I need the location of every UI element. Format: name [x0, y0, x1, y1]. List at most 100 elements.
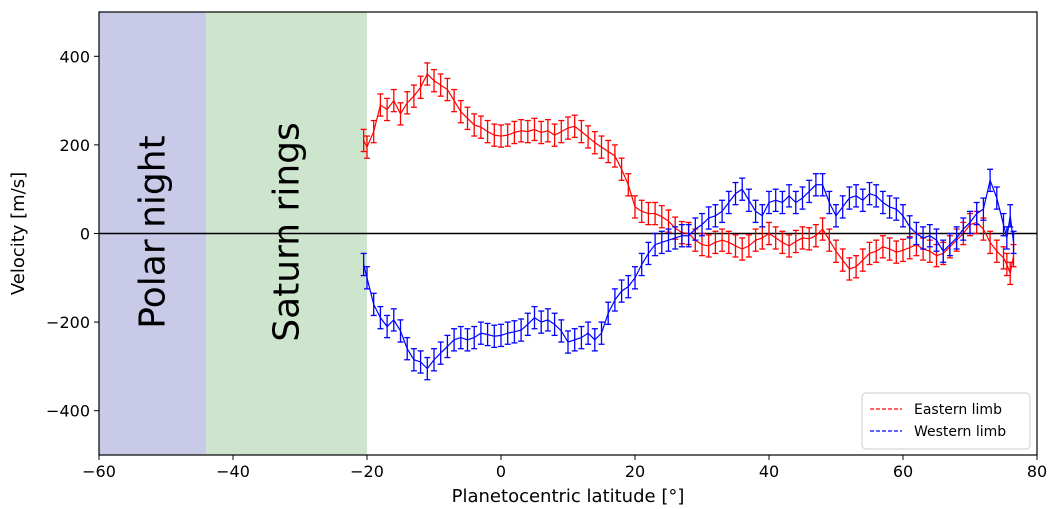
error-bar-1-0 [360, 252, 367, 277]
error-bar-0-5 [390, 88, 397, 113]
error-bar-1-65 [792, 190, 799, 215]
error-bar-0-44 [652, 201, 659, 226]
error-bar-0-13 [444, 77, 451, 102]
error-bar-1-16 [464, 328, 471, 352]
error-bar-0-26 [531, 117, 538, 142]
error-bar-1-14 [451, 328, 458, 352]
error-bar-0-22 [504, 123, 511, 147]
error-bar-1-50 [692, 217, 699, 241]
error-bar-0-31 [565, 116, 571, 140]
error-bar-1-57 [739, 177, 746, 201]
region-label-1: Saturn rings [267, 122, 308, 342]
x-axis-label: Planetocentric latitude [°] [452, 486, 685, 507]
error-bar-0-27 [538, 120, 545, 145]
error-bar-1-38 [611, 288, 618, 312]
error-bar-0-79 [886, 237, 893, 261]
error-bar-1-27 [538, 310, 545, 334]
error-bar-0-12 [437, 73, 444, 97]
error-bar-0-24 [518, 118, 525, 143]
error-bar-0-33 [578, 119, 585, 144]
error-bar-1-51 [699, 212, 705, 237]
error-bar-1-42 [638, 252, 645, 277]
legend: Eastern limb Western limb [861, 392, 1031, 450]
error-bar-0-38 [611, 144, 618, 168]
error-bar-1-98 [1007, 204, 1014, 228]
error-bar-0-39 [618, 157, 625, 181]
error-bar-1-92 [973, 201, 980, 226]
error-bar-0-9 [417, 75, 424, 100]
error-bar-1-41 [632, 266, 638, 290]
error-bar-0-32 [571, 114, 578, 139]
x-axis: −60 −40 −20 0 20 40 60 80 [82, 455, 1047, 481]
error-bar-0-3 [377, 93, 384, 117]
x-tick-label-4: 20 [625, 462, 645, 481]
error-bar-1-22 [504, 321, 511, 345]
error-bar-0-30 [558, 119, 565, 144]
error-bar-1-56 [732, 181, 739, 206]
legend-label-0: Eastern limb [914, 402, 1002, 418]
error-bar-1-64 [786, 184, 793, 208]
error-bar-0-35 [591, 130, 598, 155]
error-bar-1-80 [893, 197, 900, 221]
error-bar-1-3 [377, 305, 384, 330]
error-bar-1-49 [685, 223, 692, 248]
x-tick-label-3: 0 [496, 462, 506, 481]
error-bar-1-69 [819, 173, 826, 197]
error-bar-1-25 [524, 312, 531, 337]
error-bar-0-36 [598, 135, 605, 159]
error-bar-1-82 [906, 215, 913, 239]
error-bar-1-73 [846, 186, 853, 210]
error-bar-0-96 [1000, 246, 1007, 270]
y-axis: −400 −200 0 200 400 [46, 47, 99, 421]
error-bar-0-53 [712, 230, 719, 255]
y-tick-label-2: 0 [80, 225, 90, 244]
y-tick-label-1: −200 [46, 313, 90, 332]
error-bar-1-21 [498, 323, 504, 348]
error-bar-1-58 [745, 188, 752, 213]
error-bar-0-59 [752, 228, 759, 252]
error-bar-1-18 [477, 321, 484, 345]
error-bar-1-9 [417, 350, 424, 374]
error-bar-0-97 [1003, 252, 1010, 277]
series-line-0 [363, 73, 1015, 276]
error-bar-0-62 [772, 226, 779, 250]
x-tick-label-6: 60 [893, 462, 913, 481]
error-bar-1-24 [518, 318, 525, 342]
error-bar-1-1 [364, 266, 370, 290]
error-bar-0-11 [431, 68, 437, 93]
series-1 [360, 168, 1017, 381]
error-bar-1-94 [987, 168, 994, 193]
error-bar-0-29 [551, 123, 558, 147]
error-bar-0-70 [826, 228, 833, 252]
error-bar-1-53 [712, 204, 719, 228]
error-bar-1-17 [471, 325, 478, 350]
error-bar-0-71 [833, 239, 839, 263]
error-bar-1-54 [719, 199, 726, 224]
error-bar-1-10 [424, 356, 431, 381]
error-bar-0-63 [779, 230, 786, 255]
error-bar-0-94 [987, 230, 994, 255]
error-bar-1-72 [839, 195, 846, 219]
error-bar-1-44 [652, 232, 659, 257]
error-bar-0-52 [705, 234, 712, 258]
error-bar-0-23 [511, 120, 518, 145]
error-bar-1-90 [960, 217, 967, 241]
error-bar-0-42 [638, 199, 645, 224]
error-bar-0-25 [524, 119, 531, 144]
legend-box [861, 392, 1031, 450]
error-bar-1-93 [980, 197, 987, 221]
error-bar-0-18 [477, 115, 484, 139]
error-bar-0-55 [725, 230, 732, 255]
error-bar-1-87 [940, 239, 947, 263]
error-bar-1-79 [886, 195, 893, 219]
error-bar-1-11 [431, 348, 437, 372]
error-bar-1-34 [585, 321, 592, 345]
error-bar-1-46 [665, 228, 672, 252]
error-bar-0-20 [491, 123, 498, 147]
error-bar-0-16 [464, 106, 471, 131]
error-bar-1-60 [759, 204, 766, 228]
error-bar-0-72 [839, 248, 846, 272]
error-bar-1-89 [953, 226, 960, 250]
error-bar-1-77 [873, 184, 880, 208]
error-bar-0-8 [410, 84, 417, 108]
